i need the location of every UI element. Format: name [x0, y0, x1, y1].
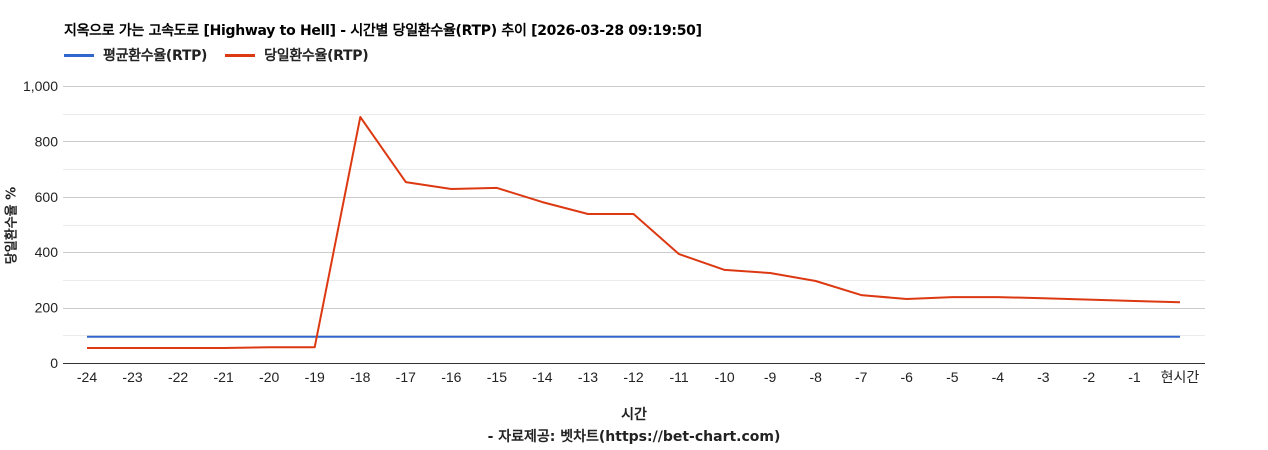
legend-swatch-red-icon [225, 53, 256, 57]
daily-rtp-line[interactable] [87, 116, 1181, 349]
x-tick-label: -21 [214, 369, 234, 385]
series-lines [87, 116, 1181, 349]
x-tick-label: -4 [992, 369, 1005, 385]
x-tick-label: -1 [1128, 369, 1141, 385]
x-axis-ticks: -24 -23 -22 -21 -20 -19 -18 -17 -16 -15 -14 -13 -12 -… [77, 369, 1200, 385]
x-tick-label: -20 [259, 369, 279, 385]
x-tick-label: -13 [578, 369, 598, 385]
x-tick-label: -12 [623, 369, 643, 385]
y-tick-label: 200 [35, 300, 59, 316]
legend-item-daily-rtp[interactable]: 당일환수율(RTP) [225, 45, 369, 65]
x-tick-label: -24 [77, 369, 97, 385]
x-tick-label: -7 [855, 369, 868, 385]
chart-title: 지옥으로 가는 고속도로 [Highway to Hell] - 시간별 당일환… [64, 23, 702, 39]
x-tick-label: -11 [669, 369, 688, 385]
y-axis-ticks: 0 200 400 600 800 1,000 [23, 78, 58, 371]
y-tick-label: 600 [35, 189, 59, 205]
legend: 평균환수율(RTP) 당일환수율(RTP) [64, 45, 369, 65]
source-credit: - 자료제공: 벳차트(https://bet-chart.com) [487, 429, 781, 445]
x-tick-label: -19 [305, 369, 325, 385]
x-tick-label: -5 [946, 369, 959, 385]
y-tick-label: 400 [35, 244, 59, 260]
x-tick-label: -22 [168, 369, 188, 385]
x-tick-label: -3 [1037, 369, 1050, 385]
y-tick-label: 800 [35, 133, 59, 149]
legend-item-average-rtp[interactable]: 평균환수율(RTP) [64, 45, 207, 65]
x-tick-label: -2 [1083, 369, 1096, 385]
x-axis-label: 시간 [621, 407, 647, 423]
x-tick-label: -14 [532, 369, 552, 385]
legend-swatch-blue-icon [64, 53, 94, 57]
x-tick-label: -15 [487, 369, 507, 385]
x-tick-label: 현시간 [1161, 369, 1200, 385]
x-tick-label: -23 [122, 369, 142, 385]
x-tick-label: -9 [764, 369, 777, 385]
x-tick-label: -18 [350, 369, 370, 385]
x-tick-label: -17 [396, 369, 416, 385]
x-tick-label: -8 [809, 369, 822, 385]
y-axis-label: 당일환수율 % [4, 186, 20, 265]
gridlines [63, 86, 1205, 336]
x-tick-label: -10 [714, 369, 734, 385]
legend-label: 당일환수율(RTP) [264, 48, 369, 64]
x-tick-label: -16 [441, 369, 461, 385]
x-tick-label: -6 [901, 369, 914, 385]
legend-label: 평균환수율(RTP) [103, 48, 208, 64]
y-tick-label: 0 [50, 355, 58, 371]
y-tick-label: 1,000 [23, 78, 58, 94]
